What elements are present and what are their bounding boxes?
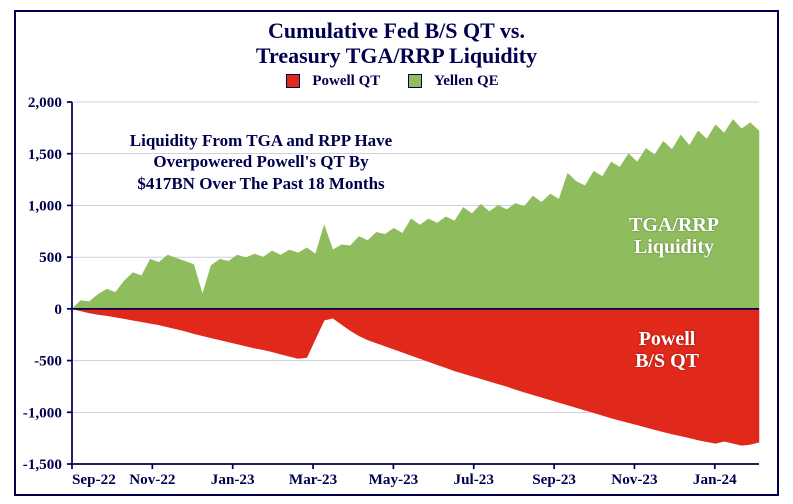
legend-label-powell: Powell QT xyxy=(312,73,380,90)
svg-text:-1,000: -1,000 xyxy=(23,404,62,421)
chart-card: Cumulative Fed B/S QT vs. Treasury TGA/R… xyxy=(14,10,779,496)
svg-text:May-23: May-23 xyxy=(369,471,419,488)
legend-swatch-yellen xyxy=(408,74,422,88)
annot-main-line2: Overpowered Powell's QT By xyxy=(153,152,368,171)
svg-text:-1,500: -1,500 xyxy=(23,456,62,473)
title-line-2: Treasury TGA/RRP Liquidity xyxy=(256,43,537,68)
svg-text:2,000: 2,000 xyxy=(28,94,62,111)
svg-text:Sep-23: Sep-23 xyxy=(532,471,576,488)
annot-main: Liquidity From TGA and RPP Have Overpowe… xyxy=(96,130,426,194)
annot-tga-line2: Liquidity xyxy=(634,236,714,258)
chart-title: Cumulative Fed B/S QT vs. Treasury TGA/R… xyxy=(16,18,777,69)
svg-text:1,500: 1,500 xyxy=(28,146,62,163)
svg-text:Mar-23: Mar-23 xyxy=(289,471,338,488)
title-line-1: Cumulative Fed B/S QT vs. xyxy=(268,18,525,43)
svg-text:Sep-22: Sep-22 xyxy=(72,471,116,488)
legend: Powell QT Yellen QE xyxy=(16,73,777,94)
svg-text:Jan-23: Jan-23 xyxy=(211,471,255,488)
legend-item-yellen: Yellen QE xyxy=(408,73,507,90)
legend-label-yellen: Yellen QE xyxy=(434,73,499,90)
legend-swatch-powell xyxy=(286,74,300,88)
svg-text:Nov-22: Nov-22 xyxy=(129,471,175,488)
svg-text:-500: -500 xyxy=(34,353,62,370)
svg-text:Jul-23: Jul-23 xyxy=(454,471,495,488)
annot-tga-rrp: TGA/RRP Liquidity xyxy=(629,214,719,258)
svg-text:0: 0 xyxy=(54,301,62,318)
svg-text:500: 500 xyxy=(39,249,62,266)
annot-tga-line1: TGA/RRP xyxy=(629,214,719,236)
annot-main-line3: $417BN Over The Past 18 Months xyxy=(137,174,384,193)
annot-powell-line2: B/S QT xyxy=(635,350,699,372)
svg-text:1,000: 1,000 xyxy=(28,197,62,214)
annot-powell: Powell B/S QT xyxy=(635,328,699,372)
plot-area: -1,500-1,000-50005001,0001,5002,000Sep-2… xyxy=(72,102,759,464)
svg-text:Jan-24: Jan-24 xyxy=(693,471,737,488)
annot-main-line1: Liquidity From TGA and RPP Have xyxy=(130,131,392,150)
annot-powell-line1: Powell xyxy=(639,328,696,350)
svg-text:Nov-23: Nov-23 xyxy=(611,471,658,488)
legend-item-powell: Powell QT xyxy=(286,73,388,90)
